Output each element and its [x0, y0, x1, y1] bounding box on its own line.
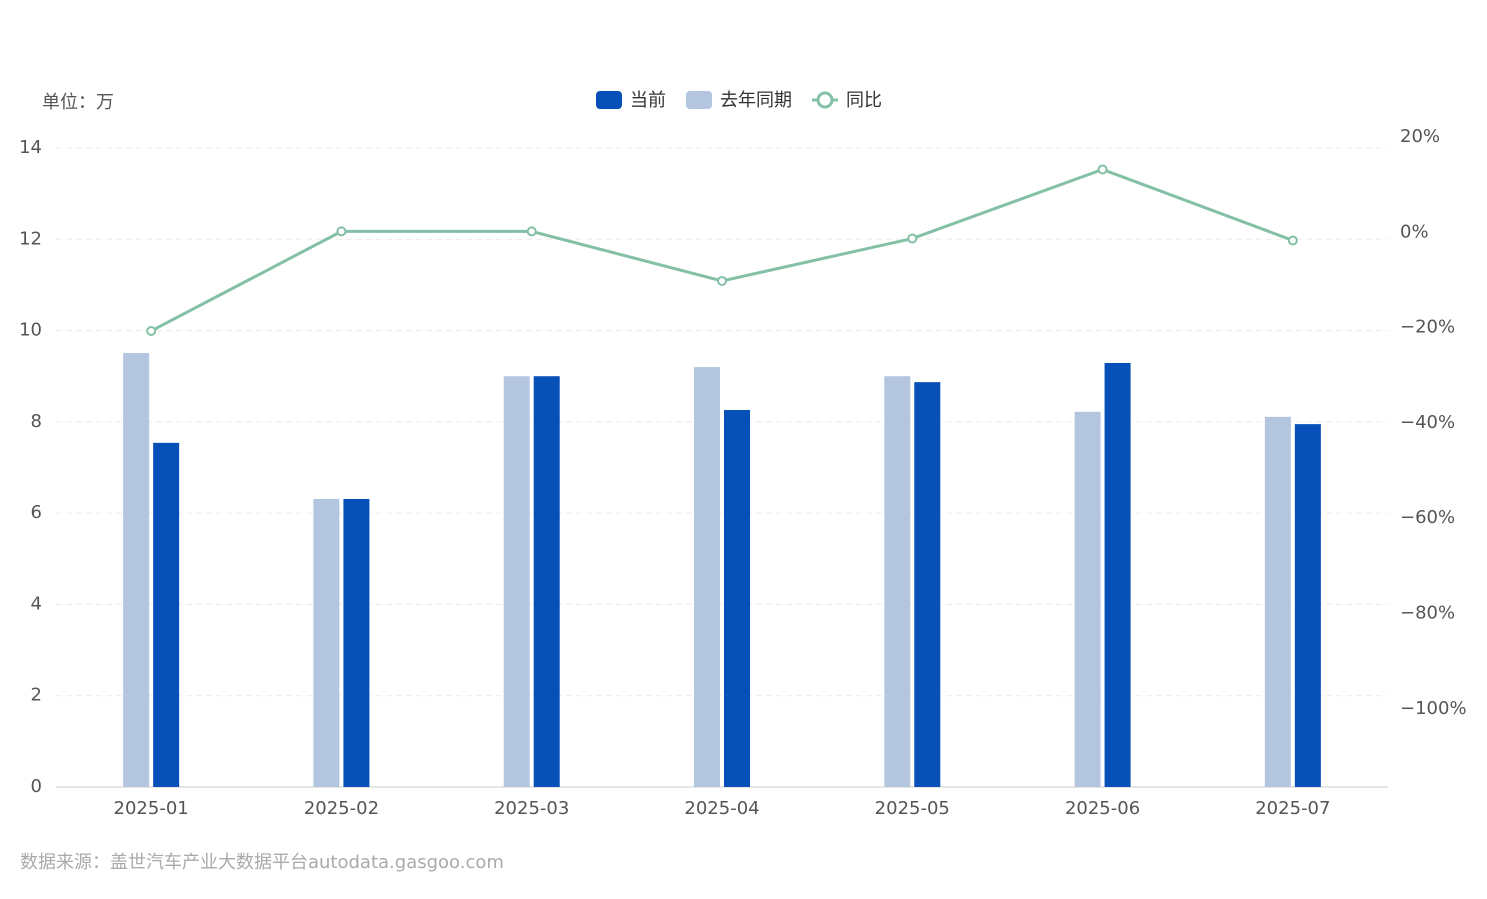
y-tick-label: 14 [19, 137, 42, 158]
x-tick-label: 2025-03 [494, 798, 569, 819]
y2-tick-label: 0% [1400, 221, 1429, 242]
y2-tick-label: −20% [1400, 317, 1455, 338]
y2-tick-label: 20% [1400, 126, 1440, 147]
y-tick-label: 0 [31, 776, 42, 797]
y-tick-label: 2 [31, 685, 42, 706]
bar [153, 442, 180, 787]
y-tick-label: 10 [19, 320, 42, 341]
source: 数据来源：盖世汽车产业大数据平台autodata.gasgoo.com [20, 852, 504, 873]
bar [123, 352, 150, 787]
bar [694, 367, 720, 787]
unit-label: 单位：万 [42, 92, 114, 113]
x-tick-label: 2025-04 [684, 798, 759, 819]
line-point [336, 226, 347, 237]
legend-label: 当前 [630, 90, 666, 111]
y2-tick-label: −80% [1400, 603, 1455, 624]
bar [1074, 411, 1101, 787]
y-tick-label: 4 [31, 593, 42, 614]
legend-label: 去年同期 [720, 90, 792, 111]
y2-tick-label: −60% [1400, 507, 1455, 528]
bar [343, 498, 370, 787]
legend-swatch [596, 91, 622, 109]
y-tick-label: 6 [31, 502, 42, 523]
line-point [526, 226, 537, 237]
bar [884, 376, 911, 787]
line [150, 167, 1294, 333]
bar [1264, 416, 1291, 787]
x-tick-label: 2025-02 [304, 798, 379, 819]
legend-label: 同比 [846, 90, 882, 111]
legend-swatch [816, 91, 834, 109]
line-point [717, 275, 727, 286]
bar [1104, 362, 1131, 787]
y2-tick-label: −100% [1400, 698, 1467, 719]
legend-swatch [686, 91, 712, 109]
x-tick-label: 2025-05 [875, 798, 950, 819]
bar [1294, 424, 1321, 787]
line-point [1287, 235, 1298, 246]
line-point [1097, 164, 1108, 175]
bar [724, 409, 750, 787]
bar [914, 382, 941, 787]
x-tick-label: 2025-01 [114, 798, 189, 819]
line-point [146, 325, 157, 336]
bar [533, 376, 560, 787]
bar [313, 498, 340, 787]
line-point [907, 233, 918, 244]
y-tick-label: 8 [31, 411, 42, 432]
x-tick-label: 2025-07 [1255, 798, 1330, 819]
x-tick-label: 2025-06 [1065, 798, 1140, 819]
y-tick-label: 12 [19, 228, 42, 249]
y2-tick-label: −40% [1400, 412, 1455, 433]
bar [503, 376, 530, 787]
